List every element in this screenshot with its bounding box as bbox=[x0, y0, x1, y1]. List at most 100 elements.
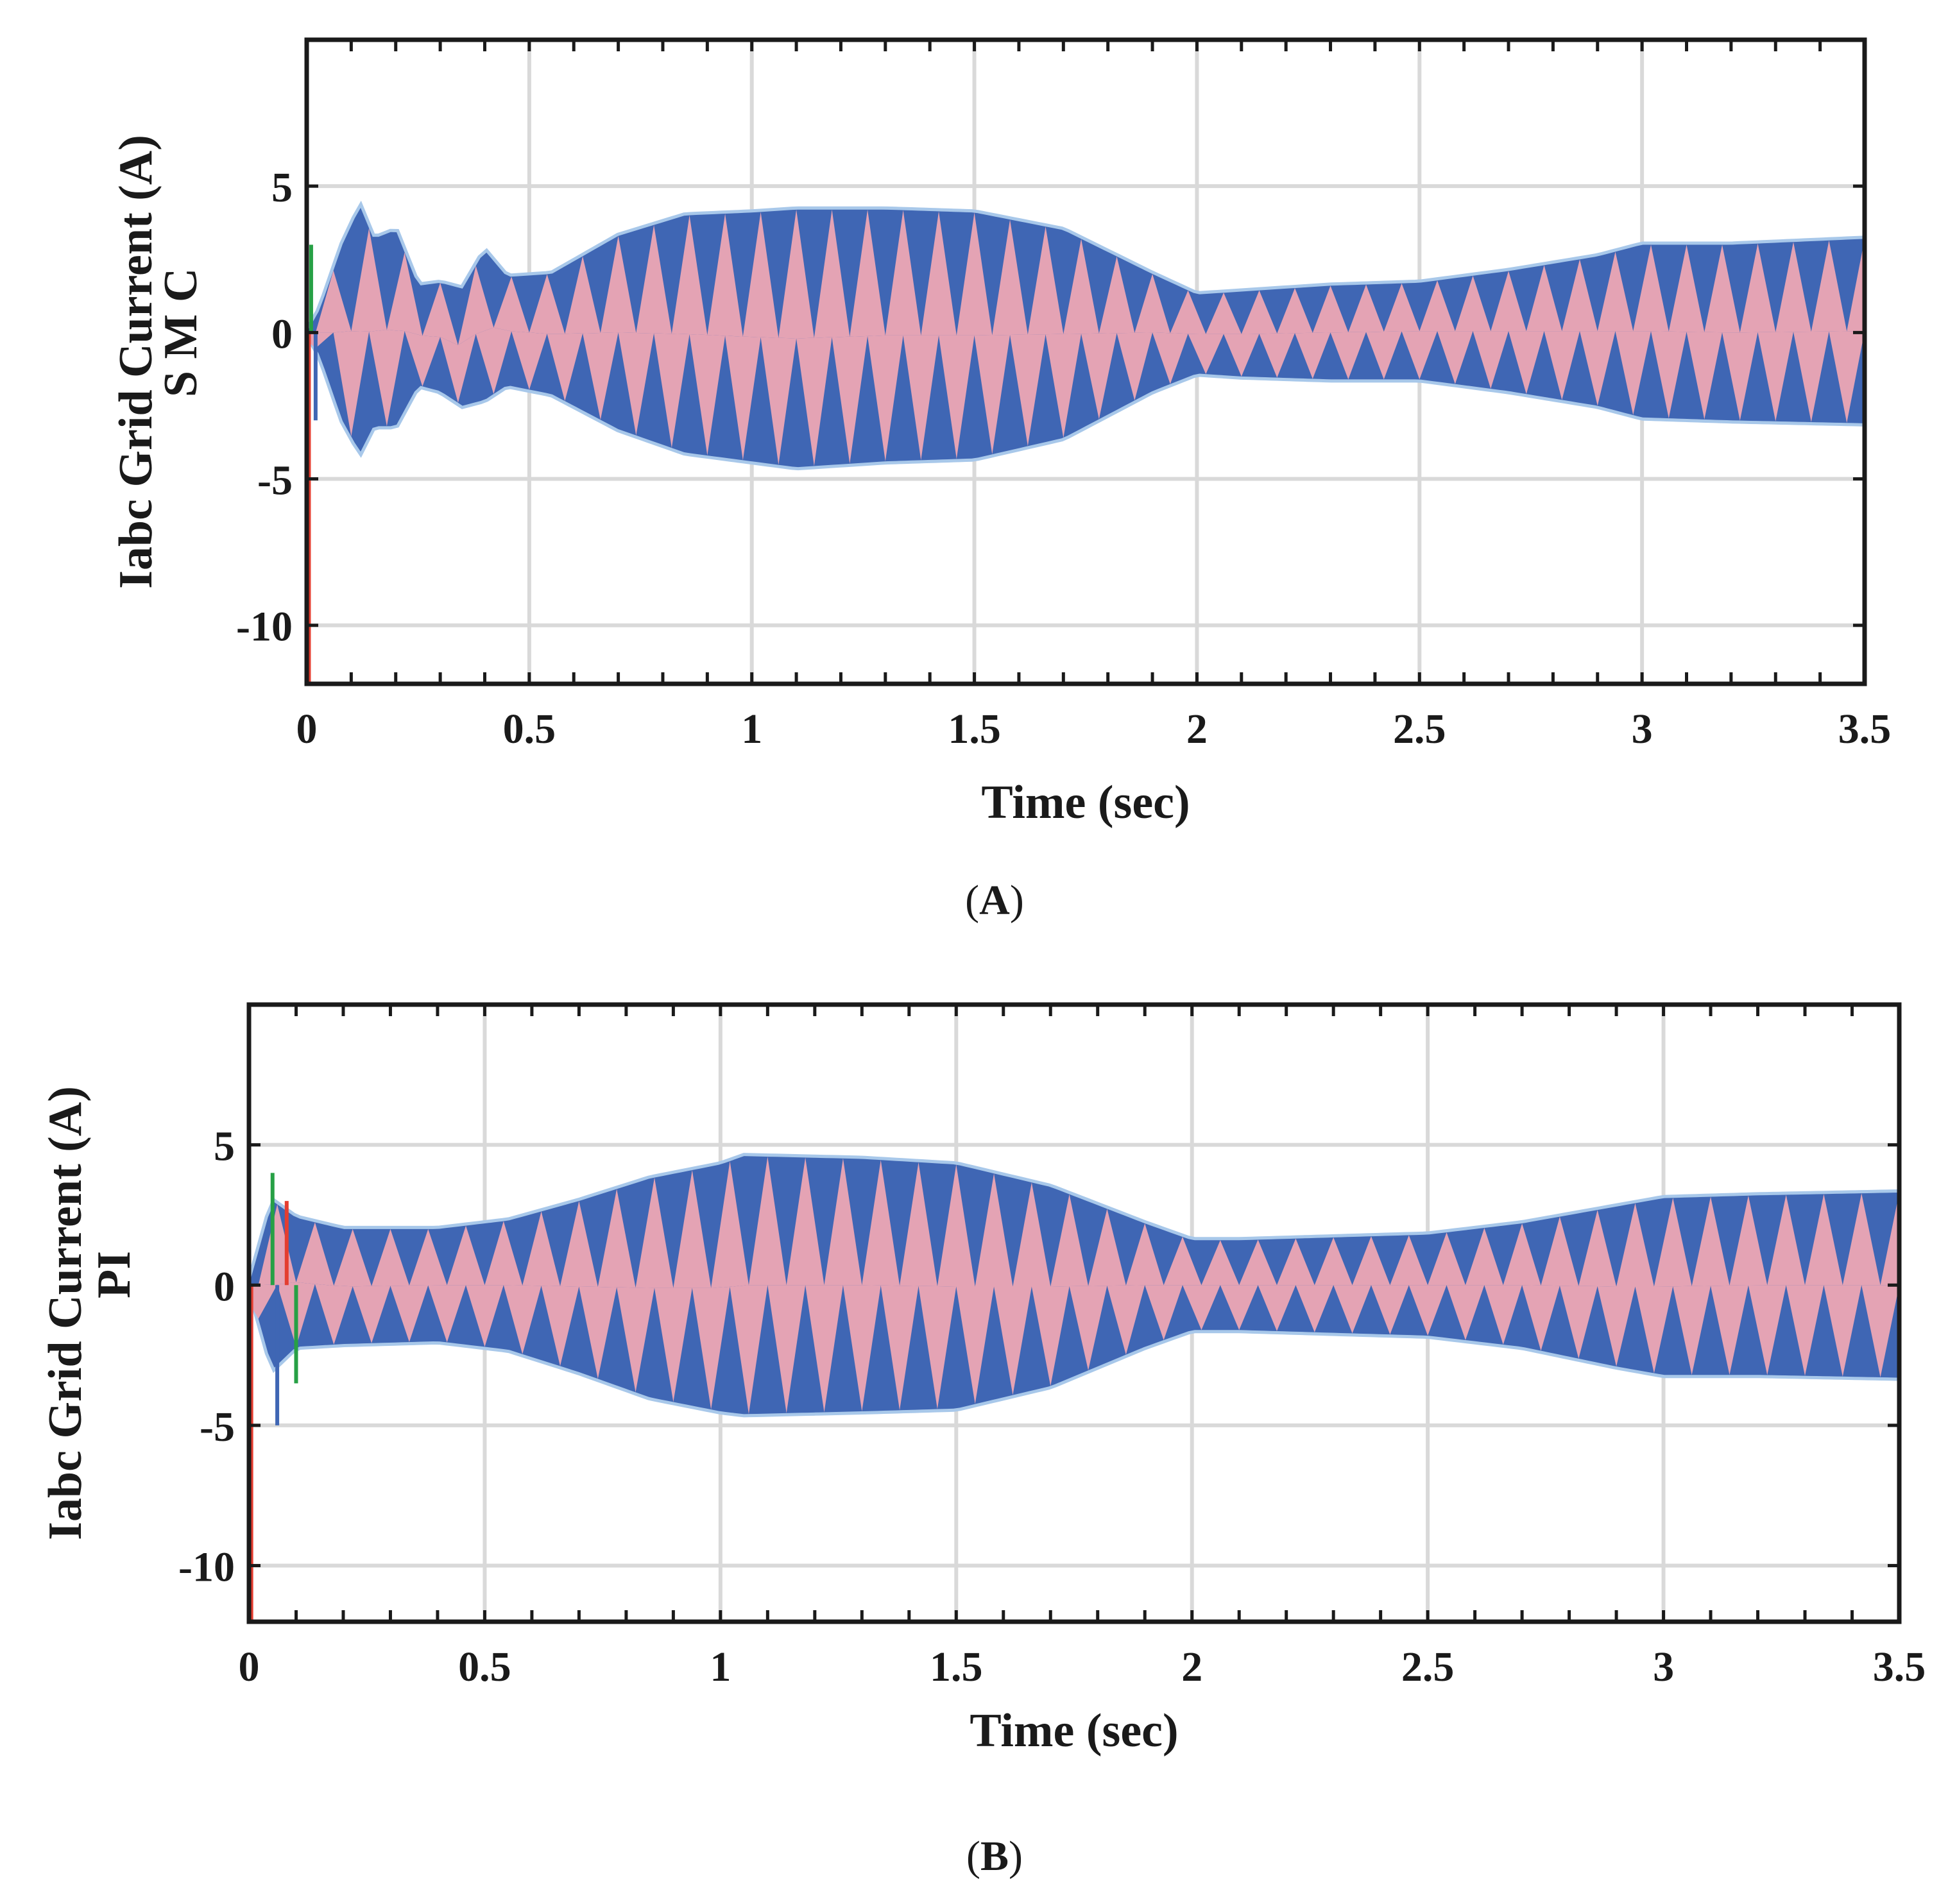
phase-diamond bbox=[880, 1285, 919, 1411]
chart-panel-b: 0 0.5 1 1.5 2 2.5 3 3.5 5 0 -5 -10 Time (sec) Iabc Gr… bbox=[39, 1002, 1926, 1880]
phase-diamond bbox=[711, 1160, 749, 1288]
phase-diamond bbox=[372, 1228, 409, 1286]
phase-diamond bbox=[1847, 239, 1865, 332]
y-tick-label: -5 bbox=[200, 1404, 235, 1450]
phase-diamond bbox=[1277, 287, 1313, 334]
phase-diamond bbox=[903, 335, 939, 461]
y-tick-label: 5 bbox=[271, 164, 293, 211]
phase-diamond bbox=[1276, 1238, 1315, 1286]
phase-diamond bbox=[1401, 331, 1438, 380]
phase-diamond bbox=[1107, 1285, 1145, 1355]
phase-diamond bbox=[1241, 290, 1278, 334]
phase-diamond bbox=[654, 333, 690, 448]
phase-diamond bbox=[511, 331, 547, 390]
phase-diamond bbox=[1088, 1209, 1126, 1286]
phase-diamond bbox=[1748, 1285, 1786, 1375]
phase-diamond bbox=[689, 334, 726, 456]
phase-diamond bbox=[786, 1157, 825, 1286]
phase-diamond bbox=[956, 212, 993, 336]
phase-diamond bbox=[1314, 1237, 1353, 1286]
x-tick-label: 0 bbox=[296, 706, 318, 752]
phase-diamond bbox=[1134, 274, 1170, 334]
x-axis-label: Time (sec) bbox=[970, 1704, 1178, 1757]
phase-diamond bbox=[1145, 1285, 1183, 1340]
phase-diamond bbox=[850, 209, 885, 337]
caption-paren-open: ( bbox=[966, 1833, 980, 1880]
phase-diamond bbox=[428, 1285, 466, 1343]
phase-diamond bbox=[1333, 1285, 1371, 1334]
panel-caption: (B) bbox=[966, 1833, 1023, 1880]
phase-diamond bbox=[1597, 251, 1634, 332]
plot-frame bbox=[246, 1002, 1902, 1624]
y-axis-label: Iabc Grid Current (A) bbox=[39, 1086, 92, 1540]
phase-diamond bbox=[1668, 244, 1705, 332]
phase-diamond bbox=[1562, 259, 1598, 332]
phase-diamond bbox=[386, 252, 423, 336]
y-axis-label: Iabc Grid Current (A) bbox=[110, 135, 162, 589]
phase-diamond bbox=[1081, 333, 1117, 420]
phase-diamond bbox=[484, 1221, 523, 1286]
phase-diamond bbox=[334, 1228, 372, 1287]
x-tick-label: 3.5 bbox=[1873, 1644, 1926, 1690]
phase-diamond bbox=[921, 211, 957, 336]
phase-diamond bbox=[1013, 1182, 1051, 1287]
phase-diamond bbox=[447, 1225, 485, 1286]
phase-diamond bbox=[333, 331, 370, 437]
phase-diamond bbox=[824, 1158, 862, 1286]
phase-diamond bbox=[1206, 293, 1242, 334]
phase-diamond bbox=[351, 228, 387, 332]
phase-diamond bbox=[1861, 1285, 1899, 1377]
x-tick-label: 0.5 bbox=[503, 706, 556, 752]
phase-diamond bbox=[1842, 1193, 1881, 1286]
x-tick-label: 3 bbox=[1653, 1644, 1674, 1690]
phase-diamond bbox=[1491, 271, 1526, 332]
phase-diamond bbox=[1188, 334, 1224, 375]
phase-diamond bbox=[1098, 256, 1135, 334]
phase-diamond bbox=[457, 266, 494, 345]
phase-diamond bbox=[1722, 332, 1758, 421]
phase-diamond bbox=[1691, 1196, 1730, 1286]
phase-diamond bbox=[1811, 240, 1847, 332]
phase-diamond bbox=[541, 1286, 579, 1366]
phase-diamond bbox=[1729, 1195, 1768, 1286]
caption-paren-close: ) bbox=[1010, 877, 1024, 924]
phase-diamond bbox=[1615, 331, 1652, 416]
phase-diamond bbox=[390, 1285, 429, 1343]
phase-diamond bbox=[636, 225, 672, 334]
phase-diamond bbox=[1366, 331, 1402, 380]
phase-diamond bbox=[1163, 1237, 1202, 1286]
caption-letter: B bbox=[980, 1833, 1009, 1880]
phase-diamond bbox=[1793, 331, 1829, 423]
phase-diamond bbox=[885, 210, 921, 336]
phase-diamond bbox=[1686, 332, 1723, 420]
phase-diamond bbox=[618, 332, 654, 436]
phase-diamond bbox=[1027, 226, 1064, 335]
phase-diamond bbox=[1711, 1285, 1748, 1375]
x-tick-label: 0.5 bbox=[458, 1644, 511, 1690]
phase-diamond bbox=[369, 330, 405, 427]
phase-diamond bbox=[1312, 285, 1349, 333]
phase-diamond bbox=[617, 1287, 654, 1393]
phase-diamond bbox=[1704, 244, 1740, 333]
phase-diamond bbox=[547, 333, 583, 402]
phase-diamond bbox=[974, 335, 1011, 455]
chart-panel-a: 0 0.5 1 1.5 2 2.5 3 3.5 5 0 -5 -10 Time (sec) Iabc Gr… bbox=[110, 37, 1891, 924]
phase-diamond bbox=[767, 1285, 806, 1413]
y-axis-sublabel: PI bbox=[88, 1251, 141, 1298]
phase-diamond bbox=[1578, 1210, 1617, 1287]
phase-diamond bbox=[1526, 265, 1562, 332]
phase-diamond bbox=[1522, 1285, 1560, 1351]
caption-paren-open: ( bbox=[965, 877, 979, 924]
phase-diamond bbox=[475, 327, 512, 395]
phase-diamond bbox=[1580, 331, 1616, 406]
x-tick-label: 2.5 bbox=[1401, 1644, 1455, 1690]
phase-diamond bbox=[992, 219, 1028, 336]
phase-diamond bbox=[742, 212, 779, 338]
phase-diamond bbox=[1348, 284, 1384, 332]
phase-diamond bbox=[404, 331, 441, 387]
phase-diamond bbox=[1116, 332, 1153, 401]
phase-diamond bbox=[1473, 331, 1509, 389]
phase-diamond bbox=[1757, 332, 1794, 421]
phase-diamond bbox=[1824, 1285, 1862, 1377]
phase-diamond bbox=[1201, 1240, 1240, 1286]
